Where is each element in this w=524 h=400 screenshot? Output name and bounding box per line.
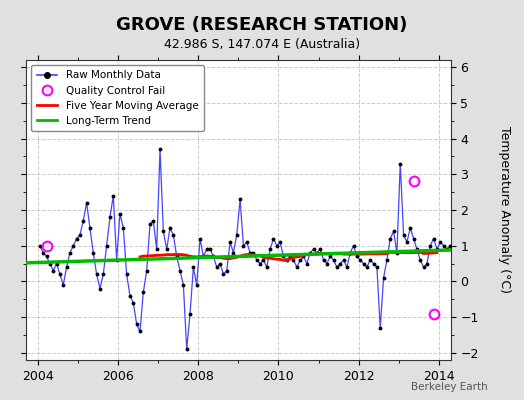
Y-axis label: Temperature Anomaly (°C): Temperature Anomaly (°C) [498, 126, 511, 294]
Text: 42.986 S, 147.074 E (Australia): 42.986 S, 147.074 E (Australia) [164, 38, 360, 51]
Text: Berkeley Earth: Berkeley Earth [411, 382, 487, 392]
Legend: Raw Monthly Data, Quality Control Fail, Five Year Moving Average, Long-Term Tren: Raw Monthly Data, Quality Control Fail, … [31, 65, 204, 131]
Text: GROVE (RESEARCH STATION): GROVE (RESEARCH STATION) [116, 16, 408, 34]
